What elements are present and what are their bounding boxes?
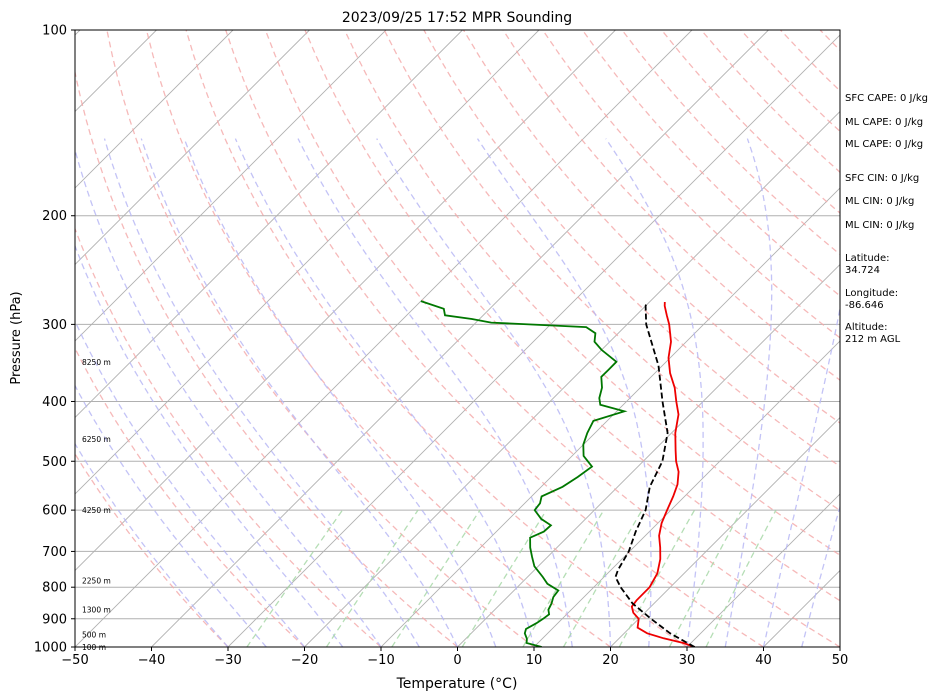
height-label: 1300 m — [82, 606, 111, 615]
isotherm-line — [75, 30, 310, 266]
moist-adiabat-line — [605, 138, 704, 647]
isotherm-line — [75, 30, 463, 419]
isotherm-line — [380, 187, 840, 647]
dry-adiabat-line — [75, 226, 382, 647]
moist-adiabat-line — [75, 442, 229, 647]
y-tick-label: 800 — [42, 581, 67, 596]
y-tick-label: 600 — [42, 504, 67, 519]
moist-adiabat-line — [75, 147, 382, 647]
y-tick-label: 1000 — [34, 641, 67, 656]
isotherm-line — [533, 340, 840, 647]
y-tick-label: 400 — [42, 395, 67, 410]
x-tick-label: −30 — [214, 653, 241, 668]
x-tick-label: 10 — [526, 653, 543, 668]
isotherm-line — [304, 110, 840, 647]
moist-adiabat-line — [476, 138, 652, 647]
moist-adiabat-line — [376, 138, 612, 647]
moist-adiabat-line — [75, 384, 267, 647]
height-label: 500 m — [82, 631, 106, 640]
stat-sfc-cin: SFC CIN: 0 J/kg — [845, 173, 920, 184]
mixing-ratio-line — [705, 509, 777, 647]
x-tick-label: −50 — [61, 653, 88, 668]
dewpoint-line — [420, 300, 628, 647]
isotherm-line — [75, 30, 234, 189]
x-tick-label: −20 — [291, 653, 318, 668]
x-tick-label: 20 — [602, 653, 619, 668]
mixing-ratio-line — [246, 509, 344, 647]
parcel_profile-line — [614, 301, 696, 647]
dry-adiabat-line — [304, 30, 840, 602]
mixing-ratio-line — [618, 509, 696, 647]
x-tick-label: 30 — [679, 653, 696, 668]
dry-adiabat-line — [423, 30, 840, 468]
stat-latitude: Latitude: 34.724 — [845, 253, 890, 276]
height-label: 2250 m — [82, 576, 111, 585]
x-tick-label: −40 — [138, 653, 165, 668]
y-axis-label: Pressure (hPa) — [9, 291, 24, 384]
dry-adiabat-line — [344, 30, 840, 556]
chart-title: 2023/09/25 17:52 MPR Sounding — [342, 10, 572, 26]
moist-adiabat-line — [140, 138, 459, 647]
stat-ml-cape: ML CAPE: 0 J/kg — [845, 117, 924, 128]
x-tick-label: 50 — [832, 653, 849, 668]
temperature-line — [630, 301, 695, 647]
isotherm-line — [75, 30, 616, 572]
dry-adiabat-line — [106, 30, 535, 647]
moist-adiabat-line — [762, 305, 840, 647]
y-tick-label: 200 — [42, 209, 67, 224]
moist-adiabat-line — [234, 138, 535, 647]
dry-adiabat-line — [264, 30, 840, 647]
y-tick-label: 900 — [42, 612, 67, 627]
plot-frame — [74, 29, 841, 648]
dry-adiabat-line — [185, 30, 688, 647]
stat-ml-cin: ML CIN: 0 J/kg — [845, 196, 915, 207]
mixing-ratio-line — [461, 509, 548, 647]
y-tick-label: 500 — [42, 455, 67, 470]
mixing-ratio-line — [391, 509, 481, 647]
isotherm-line — [610, 416, 840, 647]
isotherm-line — [75, 30, 540, 495]
mixing-ratio-line — [668, 509, 743, 647]
y-tick-label: 700 — [42, 545, 67, 560]
isotherm-line — [75, 30, 693, 647]
mixing-ratio-line — [522, 509, 605, 647]
isotherm-line — [0, 30, 4, 647]
x-tick-label: 0 — [453, 653, 461, 668]
moist-adiabat-line — [75, 244, 344, 647]
isotherm-line — [151, 30, 769, 647]
dry-adiabat-line — [145, 30, 611, 647]
moist-adiabat-line — [183, 138, 497, 647]
moist-adiabat-line — [75, 319, 305, 647]
height-label: 6250 m — [82, 435, 111, 444]
height-label: 4250 m — [82, 506, 111, 515]
isotherm-line — [75, 30, 387, 342]
stat-ml-cape: ML CAPE: 0 J/kg — [845, 139, 924, 150]
mixing-ratio-line — [562, 509, 643, 647]
stat-sfc-cape: SFC CAPE: 0 J/kg — [845, 93, 928, 104]
moist-adiabat-line — [103, 138, 420, 647]
mixing-ratio-line — [325, 509, 419, 647]
isotherm-line — [686, 493, 840, 647]
stat-longitude: Longitude: -86.646 — [845, 288, 899, 311]
y-tick-label: 300 — [42, 318, 67, 333]
height-label: 8250 m — [82, 358, 111, 367]
dry-adiabat-line — [383, 30, 840, 512]
isotherm-line — [457, 263, 840, 647]
dry-adiabat-line — [75, 346, 305, 647]
moist-adiabat-line — [724, 138, 773, 647]
stat-altitude: Altitude: 212 m AGL — [845, 322, 901, 345]
x-tick-label: −10 — [367, 653, 394, 668]
y-tick-label: 100 — [42, 24, 67, 39]
x-tick-label: 40 — [755, 653, 772, 668]
x-axis-label: Temperature (°C) — [396, 676, 518, 692]
stat-ml-cin: ML CIN: 0 J/kg — [845, 220, 915, 231]
dry-adiabat-line — [75, 69, 458, 647]
isotherm-line — [227, 34, 840, 647]
moist-adiabat-line — [801, 504, 840, 647]
moist-adiabat-line — [297, 138, 573, 647]
